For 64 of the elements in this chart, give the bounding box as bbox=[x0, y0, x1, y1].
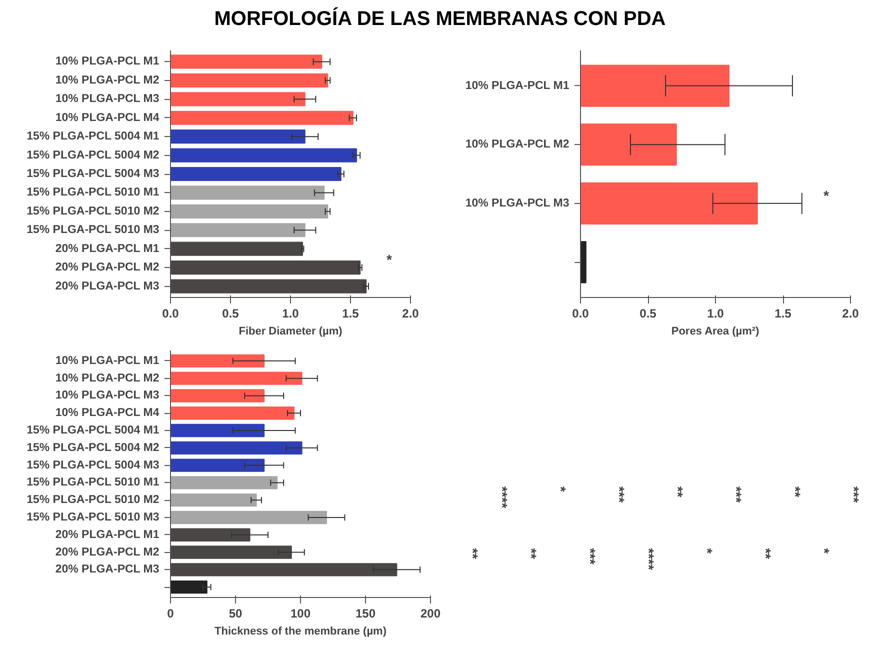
y-tick-label: 15% PLGA-PCL 5010 M2 bbox=[26, 205, 160, 218]
y-tick-label: 20% PLGA-PCL M3 bbox=[55, 564, 160, 576]
text: ** bbox=[524, 548, 540, 560]
x-tick-label: 150 bbox=[355, 606, 376, 620]
chart-title: MORFOLOGÍA DE LAS MEMBRANAS CON PDA bbox=[214, 6, 666, 32]
y-tick-label: 10% PLGA-PCL M1 bbox=[465, 80, 570, 92]
text: ** bbox=[787, 486, 804, 498]
text: ** bbox=[465, 548, 482, 560]
x-tick-label: 1.5 bbox=[774, 306, 792, 320]
y-tick-label: 15% PLGA-PCL 5004 M1 bbox=[26, 130, 160, 143]
y-tick-label: 10% PLGA-PCL M1 bbox=[55, 354, 160, 367]
y-tick-label: 15% PLGA-PCL 5004 M1 bbox=[26, 424, 160, 437]
y-tick-label: 20% PLGA-PCL M1 bbox=[55, 242, 160, 255]
y-tick-label: 20% PLGA-PCL M2 bbox=[55, 546, 160, 558]
y-tick-label: 10% PLGA-PCL M2 bbox=[465, 138, 570, 151]
x-tick-label: 2.0 bbox=[402, 306, 420, 320]
x-axis-title: Fiber Diameter (µm) bbox=[238, 326, 343, 338]
text: ** bbox=[758, 548, 774, 560]
text: *** bbox=[582, 548, 598, 565]
annotation: * bbox=[824, 187, 830, 204]
y-tick-label: 15% PLGA-PCL 5010 M1 bbox=[26, 186, 160, 199]
y-tick-label: 10% PLGA-PCL M1 bbox=[55, 56, 160, 68]
x-tick-label: 0.0 bbox=[572, 306, 590, 320]
y-tick-label: 15% PLGA-PCL 5010 M3 bbox=[26, 511, 160, 524]
y-tick-label: 10% PLGA-PCL M3 bbox=[55, 93, 160, 106]
y-tick-label: 15% PLGA-PCL 5010 M3 bbox=[26, 224, 160, 236]
x-tick-label: 2.0 bbox=[842, 306, 860, 320]
x-tick-label: 1.5 bbox=[342, 306, 360, 320]
y-tick-label: 20% PLGA-PCL M2 bbox=[55, 262, 160, 274]
x-tick-label: 0 bbox=[167, 606, 174, 620]
text: *** bbox=[846, 486, 862, 504]
y-tick-label: 15% PLGA-PCL 5004 M3 bbox=[26, 459, 160, 472]
y-tick-label: 15% PLGA-PCL 5010 M1 bbox=[26, 476, 160, 489]
y-tick-label: 10% PLGA-PCL M2 bbox=[55, 74, 160, 86]
x-tick-label: 0.5 bbox=[222, 306, 240, 320]
y-tick-label: 20% PLGA-PCL M1 bbox=[55, 528, 160, 541]
y-tick-label: 15% PLGA-PCL 5004 M2 bbox=[26, 442, 160, 454]
y-tick-label: 10% PLGA-PCL M2 bbox=[55, 372, 160, 384]
x-tick-label: 50 bbox=[228, 606, 242, 620]
x-axis-title: Thickness of the membrane (µm) bbox=[214, 626, 387, 638]
y-tick-label: 15% PLGA-PCL 5010 M2 bbox=[26, 494, 160, 506]
text: ** bbox=[670, 486, 686, 498]
text: *** bbox=[728, 486, 745, 504]
y-tick-label: 10% PLGA-PCL M3 bbox=[465, 197, 570, 210]
x-tick-label: 1.0 bbox=[282, 306, 300, 320]
x-tick-label: 0.0 bbox=[162, 306, 180, 320]
x-axis-title: Pores Area (µm²) bbox=[671, 326, 760, 338]
text: * bbox=[553, 486, 569, 492]
text: * bbox=[816, 548, 833, 554]
y-tick-label: 10% PLGA-PCL M4 bbox=[55, 112, 160, 124]
text: **** bbox=[494, 486, 510, 509]
y-tick-label: 10% PLGA-PCL M3 bbox=[55, 390, 160, 402]
x-tick-label: 0.5 bbox=[640, 306, 657, 320]
y-tick-label: 15% PLGA-PCL 5004 M3 bbox=[26, 168, 160, 180]
y-tick-label: 15% PLGA-PCL 5004 M2 bbox=[26, 149, 160, 162]
x-tick-label: 100 bbox=[290, 606, 311, 620]
y-tick-label: 20% PLGA-PCL M3 bbox=[55, 280, 160, 292]
y-tick-label: 10% PLGA-PCL M4 bbox=[55, 407, 160, 420]
text: **** bbox=[640, 548, 657, 570]
x-tick-label: 1.0 bbox=[707, 306, 724, 320]
annotation: * bbox=[386, 252, 392, 268]
x-tick-label: 200 bbox=[420, 606, 441, 620]
text: * bbox=[699, 548, 716, 554]
text: *** bbox=[612, 486, 628, 504]
